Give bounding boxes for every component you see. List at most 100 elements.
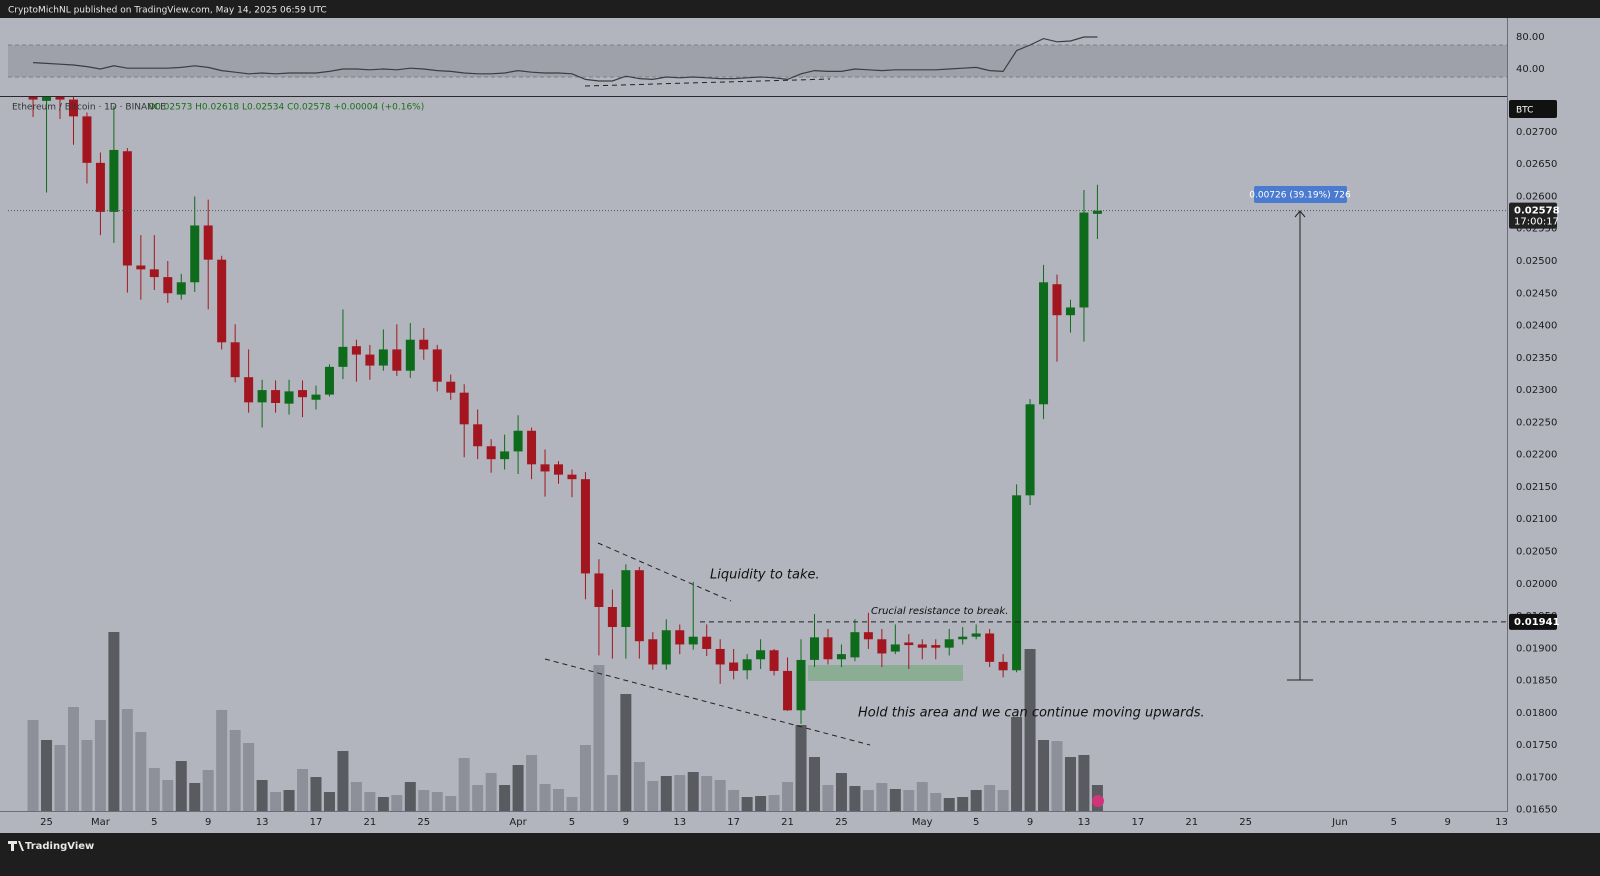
volume-bar [660,776,672,811]
candle-body [1079,212,1089,308]
footer-bar [0,833,1600,876]
candle-body [661,630,671,665]
candle-body [796,659,806,711]
candle-body [68,99,78,117]
alert-icon [1092,795,1104,807]
volume-bar [364,792,376,811]
volume-bar [714,780,726,811]
volume-bar [647,781,659,811]
currency-box [1509,100,1557,118]
y-tick-label: 0.02500 [1516,256,1557,267]
x-tick-label: 25 [417,817,430,828]
volume-bar [270,792,282,811]
x-tick-label: May [912,817,933,828]
volume-bar [795,725,807,811]
trend-line [597,542,732,602]
volume-bar [943,798,955,811]
x-tick-label: 21 [781,817,794,828]
candle-body [1065,307,1075,316]
candle-body [149,269,159,278]
candle-body [836,654,846,660]
volume-bar [553,789,565,811]
volume-bar [701,776,713,811]
candle-body [823,637,833,660]
y-tick-label: 0.02000 [1516,579,1557,590]
x-tick-label: 5 [973,817,979,828]
x-tick-label: 21 [364,817,377,828]
volume-bar [377,797,389,811]
x-tick-label: 5 [151,817,157,828]
volume-bar [472,785,484,811]
x-tick-label: 5 [569,817,575,828]
candle-body [756,650,766,660]
candle-body [378,349,388,366]
volume-bar [67,707,79,811]
candle-body [1025,404,1035,496]
volume-layer [27,632,1103,811]
candle-body [271,390,281,403]
volume-bar [54,745,66,811]
candle-body [176,282,186,295]
candle-body [500,451,510,460]
volume-bar [566,797,578,811]
candle-body [55,97,65,100]
x-tick-label: 9 [623,817,629,828]
candle-body [634,570,644,642]
candle-body [109,149,119,212]
volume-bar [755,796,767,811]
volume-bar [297,769,309,811]
volume-bar [256,780,268,811]
volume-bar [633,762,645,811]
rsi-trend-line [584,78,831,87]
y-tick-label: 0.02700 [1516,127,1557,138]
last-price-tag [1509,202,1557,229]
volume-bar [579,745,591,811]
y-tick-label: 0.02200 [1516,450,1557,461]
x-tick-label: 17 [310,817,323,828]
candle-layer [28,97,1102,724]
candle-body [473,424,483,447]
y-tick-label: 0.01700 [1516,772,1557,783]
volume-bar [148,768,160,811]
volume-bar [1011,717,1023,811]
candle-body [729,662,739,671]
main-pane [8,97,1507,811]
x-tick-label: 9 [1027,817,1033,828]
logo [8,841,24,851]
level-tag [1509,613,1557,630]
volume-bar [350,782,362,811]
volume-bar [526,755,538,811]
candle-body [513,430,523,452]
rsi-line [33,36,1098,82]
volume-bar [620,694,632,811]
volume-bar [418,790,430,811]
volume-bar [283,790,295,811]
footer-text: TradingView [25,841,94,852]
x-tick-label: 25 [1239,817,1252,828]
chart-background [0,18,1600,833]
x-tick-label: Jun [1331,817,1348,828]
candle-body [230,342,240,378]
x-tick-label: 13 [1495,817,1508,828]
candle-body [580,479,590,574]
candle-body [432,349,442,382]
volume-bar [175,761,187,811]
volume-bar [1078,755,1090,811]
candle-body [136,265,146,270]
rsi-tick-label: 80.00 [1516,32,1545,43]
candle-body [971,633,981,637]
candle-body [95,162,105,212]
rsi-pane [8,36,1507,82]
y-tick-label: 0.02150 [1516,482,1557,493]
candle-body [917,644,927,648]
y-tick-label: 0.02300 [1516,385,1557,396]
candle-body [554,464,564,475]
candle-body [190,225,200,283]
candle-body [163,277,173,294]
axes: 0.01650 0.01700 0.01750 0.01800 0.01850 0.019… [40,32,1557,828]
annotation: Liquidity to take. [710,568,820,583]
volume-bar [728,790,740,811]
rsi-tick-label: 40.00 [1516,64,1545,75]
